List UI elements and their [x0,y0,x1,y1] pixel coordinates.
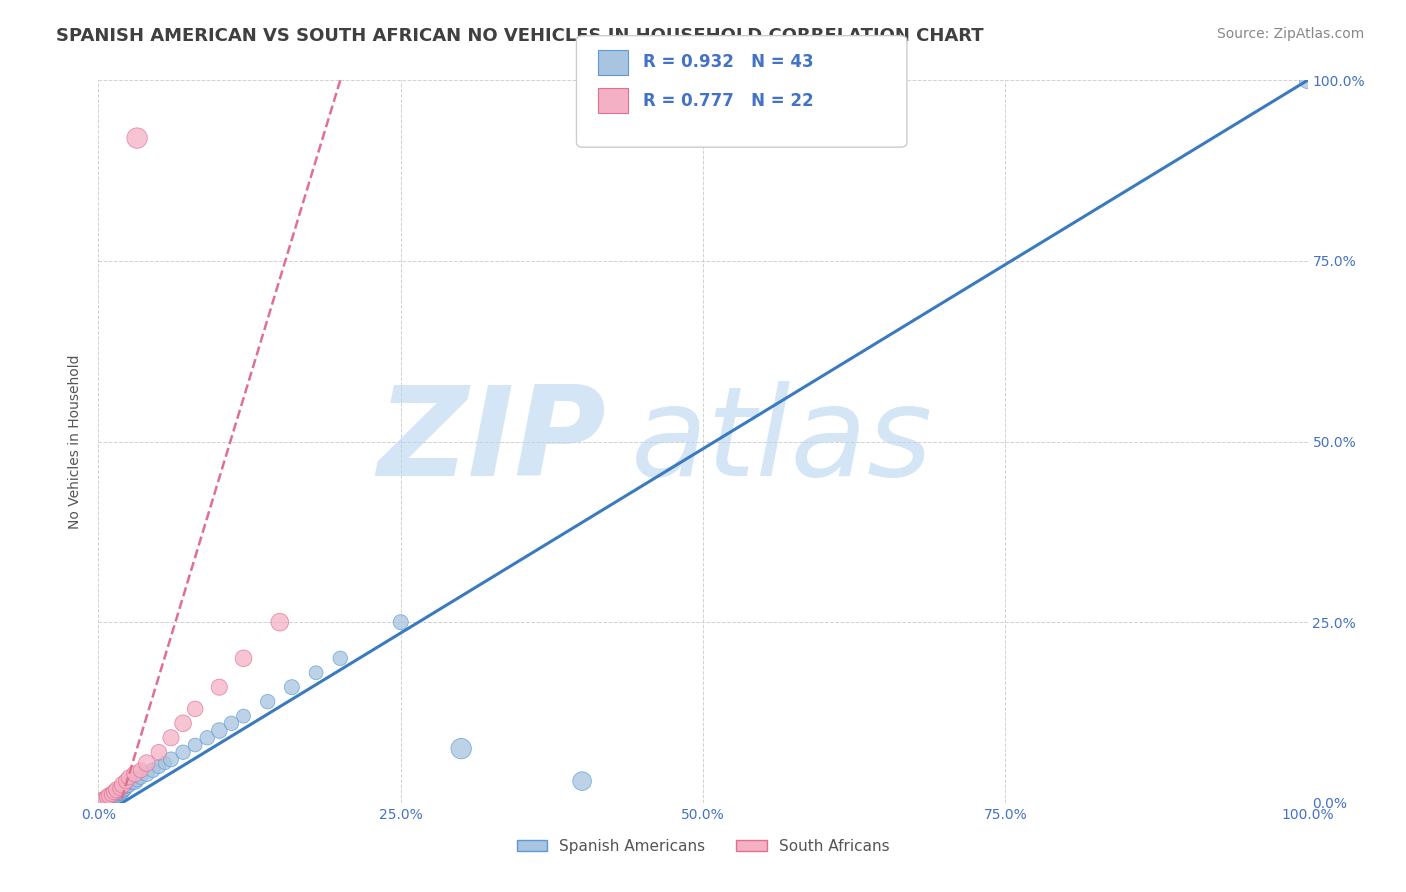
Point [108,786,131,800]
Point [101,789,124,804]
Point [110,785,132,799]
Text: R = 0.777   N = 22: R = 0.777 N = 22 [643,92,813,110]
Point [100,787,122,801]
Point [115,780,138,794]
Point [118,771,141,785]
Point [97,792,120,806]
Point [100,790,122,805]
Point [100,790,122,805]
Point [124,767,146,781]
Point [450,741,472,756]
Point [160,752,183,766]
Text: R = 0.932   N = 43: R = 0.932 N = 43 [643,54,813,71]
Legend: Spanish Americans, South Africans: Spanish Americans, South Africans [510,833,896,860]
Point [111,784,134,798]
Point [232,709,254,723]
Point [108,786,131,800]
Point [153,756,176,770]
Point [305,665,328,680]
Point [104,789,127,803]
Point [93,794,115,808]
Point [148,760,170,774]
Point [184,702,207,716]
Text: SPANISH AMERICAN VS SOUTH AFRICAN NO VEHICLES IN HOUSEHOLD CORRELATION CHART: SPANISH AMERICAN VS SOUTH AFRICAN NO VEH… [56,27,984,45]
Point [114,781,136,796]
Point [129,771,152,785]
Point [98,791,121,805]
Point [91,794,114,808]
Point [184,738,207,752]
Point [160,731,183,745]
Point [329,651,352,665]
Y-axis label: No Vehicles in Household: No Vehicles in Household [69,354,83,529]
Point [172,745,194,759]
Point [96,793,118,807]
Point [91,794,114,808]
Point [1296,73,1319,87]
Point [389,615,412,630]
Text: atlas: atlas [630,381,932,502]
Point [127,131,149,145]
Point [112,782,135,797]
Point [281,680,304,694]
Point [121,775,143,789]
Point [208,680,231,694]
Point [103,785,125,799]
Point [142,764,165,778]
Point [148,745,170,759]
Point [269,615,291,630]
Point [124,774,146,789]
Point [93,792,115,806]
Text: ZIP: ZIP [378,381,606,502]
Point [127,772,149,787]
Point [232,651,254,665]
Point [111,778,134,792]
Point [103,789,125,803]
Point [98,789,121,803]
Point [195,731,218,745]
Point [118,778,141,792]
Point [256,695,278,709]
Point [96,790,118,805]
Text: Source: ZipAtlas.com: Source: ZipAtlas.com [1216,27,1364,41]
Point [571,774,593,789]
Point [115,774,138,789]
Point [221,716,243,731]
Point [172,716,194,731]
Point [135,756,157,770]
Point [135,767,157,781]
Point [105,788,128,802]
Point [105,782,128,797]
Point [129,764,152,778]
Point [108,781,131,796]
Point [107,787,129,801]
Point [208,723,231,738]
